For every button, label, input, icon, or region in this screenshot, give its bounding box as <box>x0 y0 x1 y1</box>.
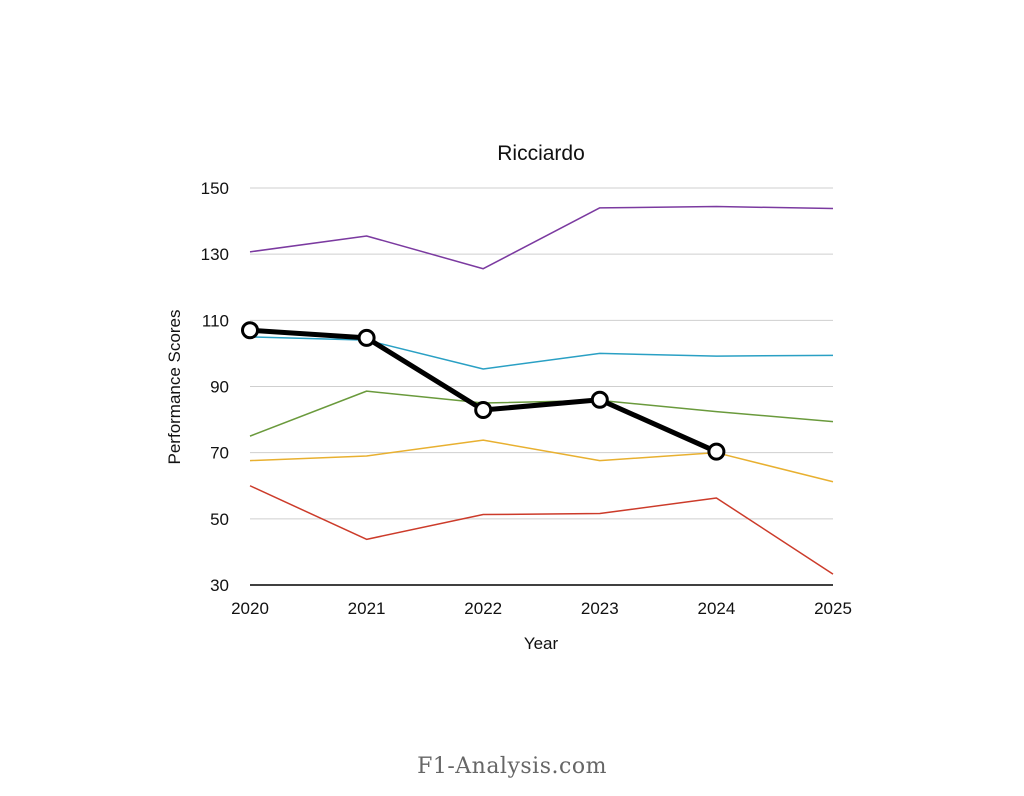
x-tick-label: 2025 <box>814 599 852 618</box>
x-tick-label: 2020 <box>231 599 269 618</box>
series-line-green <box>249 390 834 437</box>
data-point-marker <box>357 328 376 347</box>
y-tick-label: 130 <box>201 245 229 264</box>
y-tick-label: 110 <box>202 311 229 330</box>
y-axis-ticks: 30 50 70 90 110 130 150 <box>201 179 229 595</box>
x-tick-label: 2024 <box>697 599 735 618</box>
footer-watermark: F1-Analysis.com <box>417 754 607 779</box>
y-tick-label: 50 <box>210 510 229 529</box>
series-line-purple <box>249 205 834 270</box>
data-point-marker <box>241 321 259 340</box>
series-line-red <box>249 485 834 575</box>
chart-title: Ricciardo <box>497 142 585 165</box>
data-point-marker <box>590 390 609 409</box>
series-line-yellow <box>249 439 834 483</box>
y-tick-label: 70 <box>210 444 229 463</box>
data-series <box>241 205 834 575</box>
data-point-marker <box>707 442 726 461</box>
x-tick-label: 2021 <box>348 599 386 618</box>
series-line-ricciardo <box>249 327 718 454</box>
gridlines <box>250 187 833 520</box>
x-tick-label: 2022 <box>464 599 502 618</box>
data-point-marker <box>474 400 493 419</box>
y-tick-label: 150 <box>201 179 229 198</box>
series-line-cyan <box>249 336 834 370</box>
y-axis-label: Performance Scores <box>165 310 184 465</box>
x-axis-label: Year <box>524 634 559 653</box>
x-tick-label: 2023 <box>581 599 619 618</box>
y-tick-label: 30 <box>210 576 229 595</box>
x-axis-ticks: 2020 2021 2022 2023 2024 2025 <box>231 599 852 618</box>
y-tick-label: 90 <box>210 378 229 397</box>
